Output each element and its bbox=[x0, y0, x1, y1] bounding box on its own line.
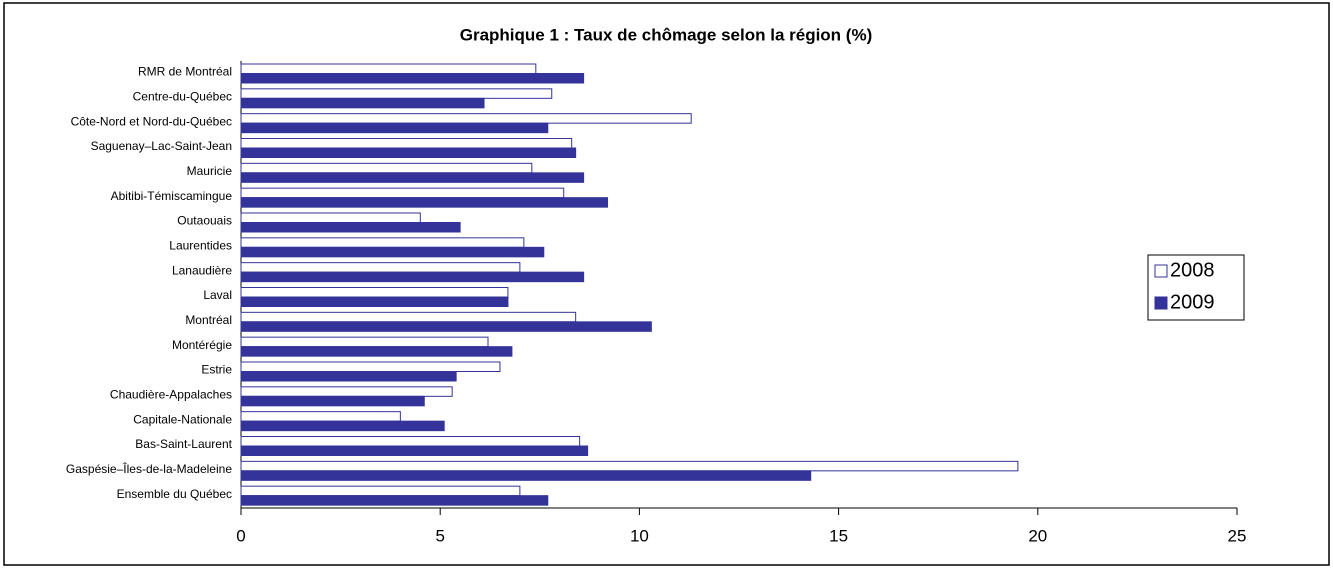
y-tick-label: Bas-Saint-Laurent bbox=[135, 437, 232, 451]
bar bbox=[240, 460, 1019, 472]
legend-label: 2008 bbox=[1170, 259, 1215, 281]
bar bbox=[240, 336, 489, 348]
y-tick-label: Mauricie bbox=[187, 164, 233, 178]
bar bbox=[240, 287, 509, 298]
x-tick-label: 5 bbox=[435, 526, 444, 545]
y-tick-label: Laval bbox=[203, 288, 232, 302]
bar bbox=[240, 237, 525, 248]
bar bbox=[240, 63, 537, 74]
bar bbox=[240, 271, 585, 283]
y-tick-label: Chaudière-Appalaches bbox=[110, 387, 232, 401]
bar bbox=[240, 187, 565, 199]
bar bbox=[240, 296, 509, 307]
bar bbox=[240, 470, 812, 481]
bar bbox=[240, 138, 573, 149]
y-tick-label: Montérégie bbox=[172, 338, 232, 352]
y-tick-label: Centre-du-Québec bbox=[133, 89, 232, 103]
bar bbox=[240, 495, 549, 506]
bar bbox=[240, 361, 501, 372]
y-tick-label: Saguenay–Lac-Saint-Jean bbox=[91, 139, 232, 153]
y-tick-label: RMR de Montréal bbox=[138, 65, 232, 79]
bar bbox=[240, 212, 421, 223]
y-tick-label: Capitale-Nationale bbox=[133, 412, 232, 426]
bar bbox=[240, 445, 589, 456]
bar bbox=[240, 88, 553, 99]
bar bbox=[240, 222, 461, 233]
chart-title: Graphique 1 : Taux de chômage selon la r… bbox=[460, 25, 872, 44]
bar bbox=[240, 246, 545, 258]
x-tick-label: 25 bbox=[1228, 526, 1247, 545]
bar bbox=[240, 122, 549, 134]
y-tick-label: Outaouais bbox=[177, 214, 232, 228]
x-tick-label: 10 bbox=[630, 526, 649, 545]
bar bbox=[240, 420, 445, 432]
bar bbox=[240, 73, 585, 84]
bar bbox=[240, 97, 485, 109]
bar bbox=[240, 411, 401, 422]
y-tick-label: Côte-Nord et Nord-du-Québec bbox=[71, 114, 232, 128]
bar bbox=[240, 386, 453, 397]
x-tick-label: 15 bbox=[829, 526, 848, 545]
y-tick-label: Abitibi-Témiscamingue bbox=[111, 189, 233, 203]
bar bbox=[240, 436, 581, 447]
bar bbox=[240, 321, 652, 332]
bar bbox=[240, 113, 692, 124]
bar bbox=[240, 197, 609, 208]
legend-label: 2009 bbox=[1170, 291, 1215, 313]
bar bbox=[240, 395, 425, 407]
bar bbox=[240, 162, 533, 174]
bar bbox=[240, 172, 585, 183]
x-tick-label: 0 bbox=[236, 526, 245, 545]
x-tick-label: 20 bbox=[1028, 526, 1047, 545]
y-tick-label: Ensemble du Québec bbox=[117, 487, 232, 501]
y-tick-label: Gaspésie–Îles-de-la-Madeleine bbox=[66, 461, 232, 476]
y-tick-label: Montréal bbox=[185, 313, 232, 327]
bar bbox=[240, 346, 513, 357]
bar bbox=[240, 371, 457, 382]
bar bbox=[240, 311, 577, 323]
legend-swatch bbox=[1154, 264, 1168, 278]
y-tick-label: Laurentides bbox=[169, 238, 232, 252]
y-tick-label: Lanaudière bbox=[172, 263, 232, 277]
bar bbox=[240, 262, 521, 273]
bar bbox=[240, 485, 521, 497]
y-tick-label: Estrie bbox=[201, 363, 232, 377]
legend-swatch bbox=[1154, 296, 1168, 310]
bar bbox=[240, 147, 577, 158]
